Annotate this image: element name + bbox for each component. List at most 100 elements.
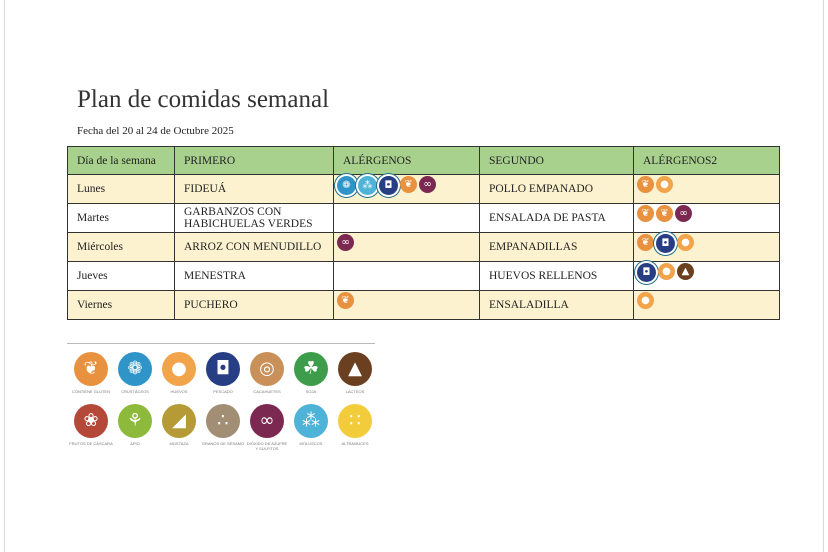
allergen-icons: ❦ ❦ ∞: [637, 204, 776, 232]
legend-item: ⚘ Apio: [113, 404, 157, 446]
huevos-icon: ●: [658, 263, 675, 280]
legend-label: Lácteos: [345, 389, 365, 394]
legend-item: ❦ Contiene gluten: [69, 352, 113, 394]
segundo-cell: EMPANADILLAS: [479, 232, 634, 262]
legend-item: ∴ Granos de sésamo: [201, 404, 245, 446]
legend-label: Frutos de cáscara: [69, 441, 113, 446]
gluten-icon: ❦: [337, 292, 354, 309]
allergen-legend: ❦ Contiene gluten ❁ Crustáceos ● Huevos ◘ Pesca…: [67, 343, 375, 452]
alergenos2-cell: ❦ ❦ ∞: [633, 203, 780, 233]
legend-item: ◘ Pescado: [201, 352, 245, 394]
crustaceos-icon: ❁: [118, 352, 152, 386]
alergenos-cell: [333, 261, 480, 291]
crustaceos-icon: ❁: [337, 176, 356, 195]
pescado-icon: ◘: [379, 176, 398, 195]
alergenos2-cell: ◘ ● ▲: [633, 261, 780, 291]
primero-cell: GARBANZOS CON HABICHUELAS VERDES: [174, 203, 334, 233]
legend-label: Huevos: [170, 389, 188, 394]
gluten-icon: ❦: [74, 352, 108, 386]
cacahuetes-icon: ◎: [250, 352, 284, 386]
huevos-icon: ●: [637, 292, 654, 309]
legend-item: ▲ Lácteos: [333, 352, 377, 394]
day-cell: Lunes: [67, 174, 175, 204]
lacteos-icon: ▲: [677, 263, 694, 280]
segundo-cell: ENSALADA DE PASTA: [479, 203, 634, 233]
legend-label: Moluscos: [299, 441, 323, 446]
sulfitos-icon: ∞: [250, 404, 284, 438]
alergenos-cell: ∞: [333, 232, 480, 262]
legend-label: Granos de sésamo: [201, 441, 245, 446]
legend-item: ∷ Altramuces: [333, 404, 377, 446]
legend-item: ● Huevos: [157, 352, 201, 394]
legend-label: Soja: [305, 389, 317, 394]
moluscos-icon: ⁂: [294, 404, 328, 438]
legend-label: Apio: [130, 441, 140, 446]
header-day: Día de la semana: [67, 146, 175, 175]
day-cell: Martes: [67, 203, 175, 233]
allergen-icons: ❦ ●: [637, 175, 776, 203]
frutos-cascara-icon: ❀: [74, 404, 108, 438]
header-alergenos2: ALÉRGENOS2: [633, 146, 780, 175]
legend-label: Crustáceos: [121, 389, 149, 394]
legend-item: ∞ Dióxido de azufre y sulfitos: [245, 404, 289, 451]
table-row: Lunes FIDEUÁ ❁ ⁂ ◘ ❦ ∞ POLLO EMPANADO ❦ ●: [67, 174, 780, 204]
table-row: Martes GARBANZOS CON HABICHUELAS VERDES …: [67, 203, 780, 233]
legend-label: Contiene gluten: [71, 389, 110, 394]
legend-label: Mostaza: [169, 441, 189, 446]
primero-cell: MENESTRA: [174, 261, 334, 291]
gluten-icon: ❦: [637, 234, 654, 251]
sulfitos-icon: ∞: [337, 234, 354, 251]
huevos-icon: ●: [656, 176, 673, 193]
gluten-icon: ❦: [637, 176, 654, 193]
alergenos2-cell: ●: [633, 290, 780, 320]
table-header-row: Día de la semana PRIMERO ALÉRGENOS SEGUN…: [67, 146, 780, 175]
alergenos2-cell: ❦ ●: [633, 174, 780, 204]
allergen-icons: [337, 262, 476, 290]
allergen-icons: [337, 204, 476, 232]
legend-item: ❁ Crustáceos: [113, 352, 157, 394]
sulfitos-icon: ∞: [675, 205, 692, 222]
mostaza-icon: ◢: [162, 404, 196, 438]
segundo-cell: ENSALADILLA: [479, 290, 634, 320]
lacteos-icon: ▲: [338, 352, 372, 386]
header-alergenos: ALÉRGENOS: [333, 146, 480, 175]
primero-cell: PUCHERO: [174, 290, 334, 320]
allergen-icons: ❦: [337, 291, 476, 319]
altramuces-icon: ∷: [338, 404, 372, 438]
legend-label: Dióxido de azufre y sulfitos: [246, 441, 288, 451]
alergenos-cell: [333, 203, 480, 233]
allergen-icons: ❦ ◘ ●: [637, 233, 776, 261]
meal-plan-table: Día de la semana PRIMERO ALÉRGENOS SEGUN…: [67, 146, 780, 320]
pescado-icon: ◘: [656, 234, 675, 253]
sulfitos-icon: ∞: [419, 176, 436, 193]
apio-icon: ⚘: [118, 404, 152, 438]
huevos-icon: ●: [677, 234, 694, 251]
allergen-icons: ∞: [337, 233, 476, 261]
legend-item: ⁂ Moluscos: [289, 404, 333, 446]
alergenos2-cell: ❦ ◘ ●: [633, 232, 780, 262]
pescado-icon: ◘: [637, 263, 656, 282]
allergen-icons: ❁ ⁂ ◘ ❦ ∞: [337, 175, 476, 203]
day-cell: Viernes: [67, 290, 175, 320]
alergenos-cell: ❁ ⁂ ◘ ❦ ∞: [333, 174, 480, 204]
page-frame: [4, 0, 824, 552]
sesamo-icon: ∴: [206, 404, 240, 438]
huevos-icon: ●: [162, 352, 196, 386]
gluten-icon: ❦: [400, 176, 417, 193]
allergen-icons: ◘ ● ▲: [637, 262, 776, 290]
allergen-icons: ●: [637, 291, 776, 319]
header-segundo: SEGUNDO: [479, 146, 634, 175]
legend-item: ◎ Cacahuetes: [245, 352, 289, 394]
legend-label: Pescado: [213, 389, 233, 394]
date-range: Fecha del 20 al 24 de Octubre 2025: [77, 125, 234, 137]
table-row: Miércoles ARROZ CON MENUDILLO ∞ EMPANADI…: [67, 232, 780, 262]
legend-label: Altramuces: [341, 441, 369, 446]
legend-label: Cacahuetes: [253, 389, 281, 394]
primero-cell: FIDEUÁ: [174, 174, 334, 204]
legend-item: ❀ Frutos de cáscara: [69, 404, 113, 446]
day-cell: Jueves: [67, 261, 175, 291]
legend-item: ◢ Mostaza: [157, 404, 201, 446]
moluscos-icon: ⁂: [358, 176, 377, 195]
day-cell: Miércoles: [67, 232, 175, 262]
page-title: Plan de comidas semanal: [77, 86, 330, 113]
